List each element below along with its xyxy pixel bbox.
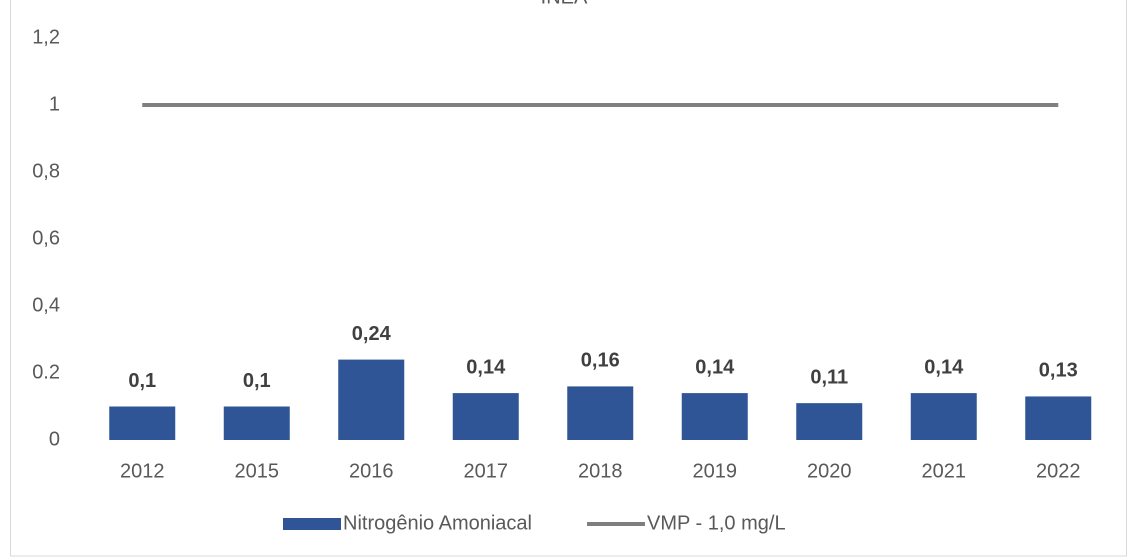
x-tick-label: 2019 <box>693 460 738 482</box>
y-tick-label: 0,8 <box>32 160 60 182</box>
chart-title: INEA <box>541 0 588 8</box>
y-tick-label: 1,2 <box>32 26 60 48</box>
bar <box>681 393 748 440</box>
chart-frame <box>10 0 1127 557</box>
bar <box>1025 396 1092 440</box>
data-label: 0,1 <box>128 370 156 392</box>
data-label: 0,14 <box>466 356 506 378</box>
data-label: 0,24 <box>352 323 392 345</box>
x-tick-label: 2017 <box>464 460 509 482</box>
x-tick-label: 2021 <box>922 460 967 482</box>
bar <box>338 359 405 440</box>
data-label: 0,1 <box>243 370 271 392</box>
bar <box>223 406 290 440</box>
legend-label: Nitrogênio Amoniacal <box>343 512 532 534</box>
data-label: 0,14 <box>924 356 964 378</box>
x-tick-label: 2015 <box>235 460 280 482</box>
y-tick-label: 0 <box>49 428 60 450</box>
data-label: 0,13 <box>1039 360 1078 382</box>
x-tick-label: 2016 <box>349 460 394 482</box>
data-label: 0,11 <box>810 366 848 388</box>
x-tick-label: 2022 <box>1036 460 1081 482</box>
y-tick-label: 0.2 <box>32 361 60 383</box>
bar <box>567 386 634 440</box>
y-tick-label: 1 <box>49 93 60 115</box>
bar <box>109 406 176 440</box>
x-tick-label: 2020 <box>807 460 852 482</box>
bar <box>452 393 519 440</box>
legend-label: VMP - 1,0 mg/L <box>647 512 786 534</box>
y-tick-label: 0,6 <box>32 227 60 249</box>
y-tick-label: 0,4 <box>32 294 60 316</box>
legend-swatch <box>283 518 341 530</box>
bar <box>910 393 977 440</box>
data-label: 0,14 <box>695 356 735 378</box>
x-tick-label: 2012 <box>120 460 165 482</box>
x-tick-label: 2018 <box>578 460 623 482</box>
data-label: 0,16 <box>581 350 620 372</box>
bar <box>796 403 863 440</box>
